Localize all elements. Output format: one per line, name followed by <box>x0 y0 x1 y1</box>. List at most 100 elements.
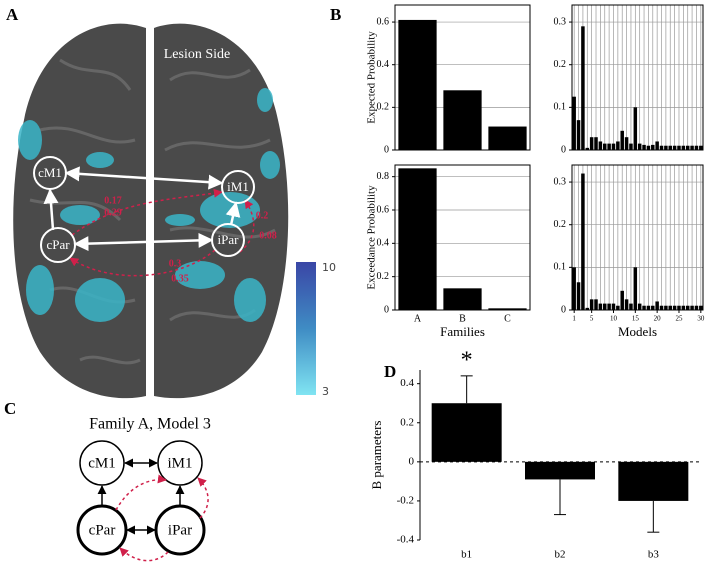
edge-label: 0.35 <box>171 273 189 284</box>
panel-label: B <box>330 5 341 24</box>
y-tick-label: 0.6 <box>377 16 390 27</box>
y-tick-label: 0.2 <box>400 416 414 428</box>
node-label: iPar <box>218 232 240 247</box>
annotation: * <box>461 347 473 373</box>
bar <box>694 305 699 310</box>
diagram-title: Family A, Model 3 <box>89 416 211 433</box>
bar <box>655 141 659 150</box>
bar <box>651 305 655 310</box>
y-tick-label: 0 <box>561 144 566 155</box>
bar <box>443 288 482 310</box>
brain-image <box>13 23 289 399</box>
bar <box>572 267 576 310</box>
x-tick-label: b3 <box>648 549 660 561</box>
bar <box>443 90 482 150</box>
y-tick-label: 0.2 <box>377 102 390 113</box>
panel-label: D <box>384 362 396 381</box>
y-tick-label: 0.4 <box>377 59 390 70</box>
y-tick-label: 0 <box>384 304 389 315</box>
bar <box>694 145 699 150</box>
bar <box>637 143 642 150</box>
x-tick-label: 5 <box>590 315 594 323</box>
y-tick-label: 0 <box>409 455 415 467</box>
y-tick-label: 0.2 <box>554 219 567 230</box>
y-tick-label: 0.6 <box>377 204 390 215</box>
bar <box>668 145 672 150</box>
bar <box>572 96 576 150</box>
plot-frame <box>394 4 531 151</box>
panel-label: C <box>4 399 16 418</box>
bar <box>668 305 672 310</box>
node-label: cPar <box>89 522 116 538</box>
panel-label: A <box>6 5 19 24</box>
bar <box>664 145 668 150</box>
y-tick-label: 0 <box>561 304 566 315</box>
bar <box>646 305 651 310</box>
bar <box>685 145 690 150</box>
bar <box>681 305 686 310</box>
bar <box>659 145 664 150</box>
bar <box>611 143 616 150</box>
y-tick-label: 0.3 <box>554 16 567 27</box>
bar <box>431 403 502 462</box>
bar <box>620 290 624 310</box>
y-tick-label: 0.3 <box>554 176 567 187</box>
bar <box>525 461 595 480</box>
colorbar-label: 10 <box>322 261 336 274</box>
edge-label: 0.3 <box>169 258 182 269</box>
bar <box>607 143 611 150</box>
bar <box>398 19 437 151</box>
bar <box>659 305 664 310</box>
bar <box>637 303 642 310</box>
bar <box>576 282 581 310</box>
x-axis-label: Models <box>618 324 657 339</box>
y-tick-label: 0.2 <box>554 59 567 70</box>
x-tick-label: 20 <box>654 315 662 323</box>
bar <box>616 141 620 150</box>
x-axis-label: Families <box>440 324 485 339</box>
bar <box>598 141 603 150</box>
bar <box>624 299 629 310</box>
x-tick-label: b1 <box>461 549 472 561</box>
bar <box>629 143 633 150</box>
node-label: iPar <box>168 522 192 538</box>
x-tick-label: 25 <box>675 315 683 323</box>
bar <box>581 173 585 310</box>
bar <box>598 303 603 310</box>
node-label: iM1 <box>227 179 249 194</box>
y-tick-label: -0.4 <box>397 534 415 546</box>
bar <box>633 107 638 150</box>
bar <box>620 130 624 150</box>
x-tick-label: C <box>504 313 511 324</box>
x-tick-label: B <box>459 313 466 324</box>
lesion-label: Lesion Side <box>164 47 231 62</box>
bar <box>685 305 690 310</box>
bar <box>642 144 646 150</box>
bar <box>611 303 616 310</box>
bar <box>677 145 681 150</box>
edge-label: 0.08 <box>259 230 277 241</box>
bar <box>633 267 638 310</box>
charts: 0 0.2 0.4 0.6 Expected Probability 0 0.1 0.2 0.3… <box>366 4 705 561</box>
bar <box>488 126 527 150</box>
bar <box>664 305 668 310</box>
y-tick-label: 0.4 <box>377 238 390 249</box>
bar <box>576 120 581 150</box>
bar <box>585 307 590 310</box>
y-tick-label: 0.8 <box>377 171 390 182</box>
plot-frame <box>571 164 704 311</box>
node-label: cM1 <box>88 455 116 471</box>
y-tick-label: -0.2 <box>397 494 414 506</box>
y-tick-label: 0.2 <box>377 271 390 282</box>
node-label: cPar <box>46 237 70 252</box>
bar <box>672 305 677 310</box>
y-tick-label: 0 <box>384 144 389 155</box>
y-axis-label: Exceedance Probability <box>366 185 378 290</box>
y-tick-label: 0.1 <box>554 102 567 113</box>
node-label: cM1 <box>38 165 62 180</box>
bar <box>594 137 598 150</box>
bar <box>603 303 607 310</box>
y-axis-label: B parameters <box>369 421 384 490</box>
bar <box>589 137 594 150</box>
